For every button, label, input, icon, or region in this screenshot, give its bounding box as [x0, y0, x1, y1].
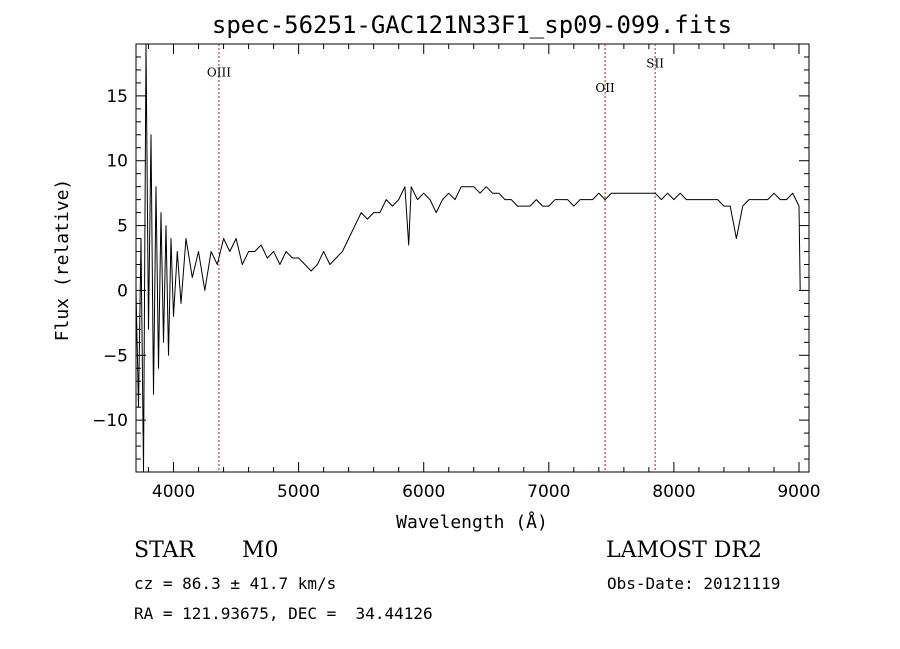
line-marker-label: OIII — [207, 65, 231, 79]
plot-frame — [135, 43, 810, 473]
y-tick-label: −10 — [92, 411, 128, 431]
survey-label: LAMOST DR2 — [606, 538, 762, 563]
y-tick-label: 5 — [117, 217, 128, 237]
y-tick-label: 0 — [117, 281, 128, 301]
y-tick-label: 15 — [106, 87, 128, 107]
y-tick-label: −5 — [103, 346, 128, 366]
x-tick-label: 9000 — [777, 482, 820, 502]
x-axis-label: Wavelength (Å) — [396, 511, 548, 533]
x-tick-label: 5000 — [277, 482, 320, 502]
x-tick-label: 6000 — [402, 482, 445, 502]
spectrum-series-line — [136, 44, 801, 472]
x-tick-label: 8000 — [652, 482, 695, 502]
y-axis-label: Flux (relative) — [52, 179, 73, 342]
obs-date-text: Obs-Date: 20121119 — [607, 574, 781, 593]
chart-title: spec-56251-GAC121N33F1_sp09-099.fits — [212, 11, 732, 39]
object-class-label: STAR — [134, 538, 195, 563]
x-tick-label: 7000 — [527, 482, 570, 502]
line-marker-label: SII — [646, 56, 664, 70]
line-marker-label: OII — [595, 81, 615, 95]
coordinates-text: RA = 121.93675, DEC = 34.44126 — [134, 604, 433, 623]
redshift-text: cz = 86.3 ± 41.7 km/s — [134, 574, 337, 593]
object-subclass-label: M0 — [242, 538, 279, 563]
x-tick-label: 4000 — [152, 482, 195, 502]
y-tick-label: 10 — [106, 152, 128, 172]
plot-area: 4000 5000 6000 7000 8000 9000 −10 −5 0 5 10 15 OIII O… — [92, 43, 821, 502]
